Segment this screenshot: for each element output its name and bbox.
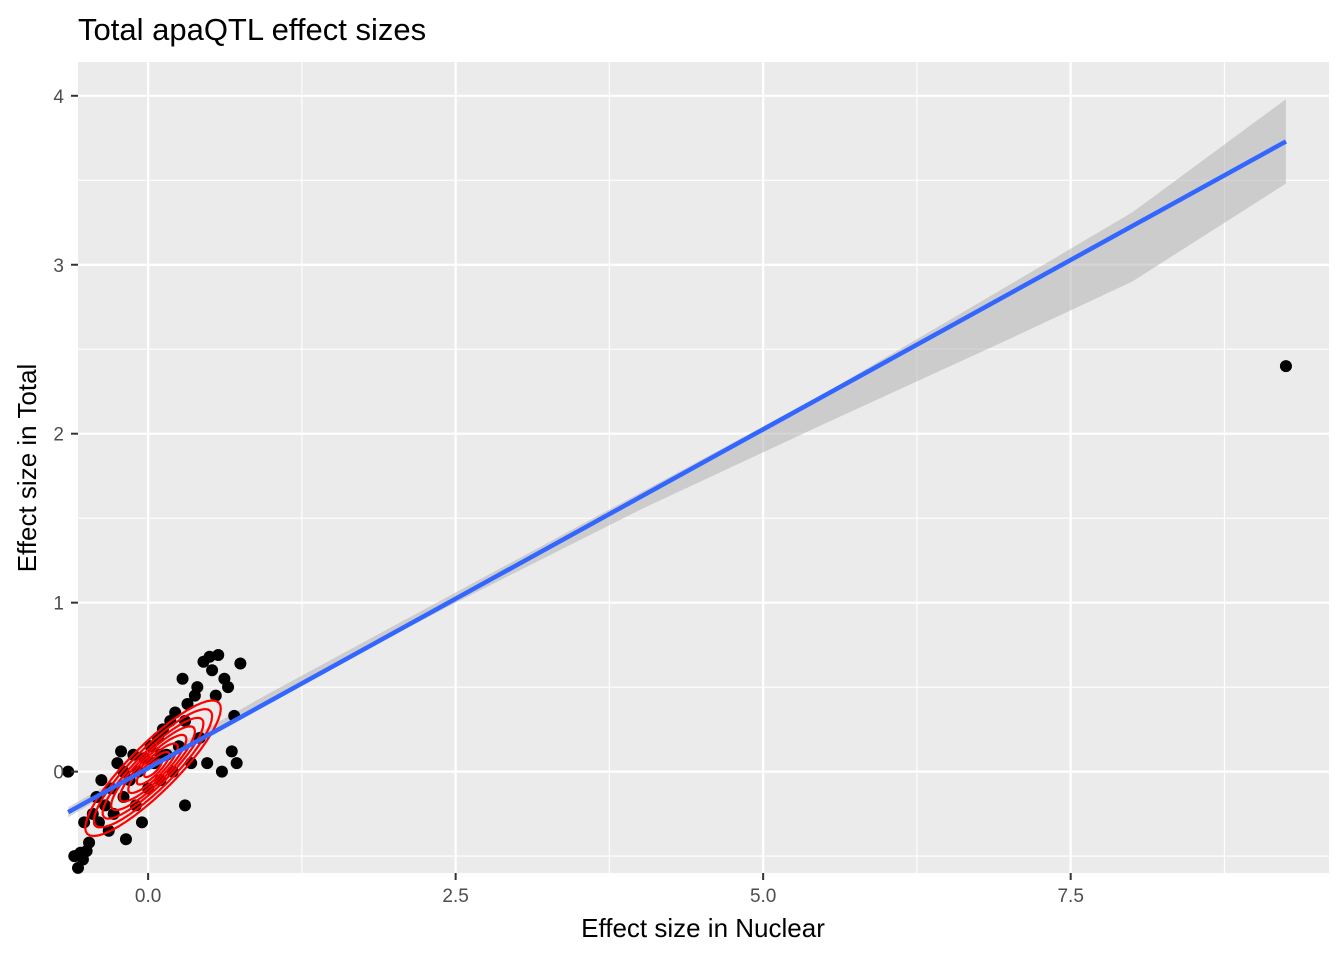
confidence-band-layer: [68, 99, 1286, 818]
chart-title: Total apaQTL effect sizes: [78, 12, 426, 47]
y-tick-label: 0: [53, 763, 64, 784]
x-tick-label: 2.5: [442, 886, 468, 907]
density-contour: [84, 699, 222, 838]
data-point: [181, 698, 194, 711]
density-contour: [118, 733, 188, 803]
data-point: [119, 833, 132, 846]
density-contour: [143, 758, 163, 779]
data-point: [206, 664, 219, 677]
x-tick-label: 7.5: [1057, 886, 1083, 907]
fit-line-layer: [67, 139, 1288, 815]
y-tick-label: 1: [53, 594, 64, 615]
density-contour: [135, 750, 171, 786]
data-point: [191, 681, 204, 694]
y-tick-label: 2: [53, 425, 64, 446]
density-contour: [110, 725, 197, 812]
y-tick-label: 3: [53, 256, 64, 277]
x-axis-title: Effect size in Nuclear: [581, 913, 825, 943]
density-contour: [101, 716, 205, 820]
data-point: [95, 774, 108, 787]
density-contour: [92, 707, 214, 829]
data-point: [230, 757, 243, 770]
density-contour: [127, 742, 179, 795]
data-point: [225, 745, 238, 758]
y-tick-label: 4: [53, 87, 64, 108]
data-point: [135, 816, 148, 829]
x-tick-label: 5.0: [750, 886, 776, 907]
data-point: [222, 681, 235, 694]
data-point: [62, 765, 75, 778]
density-contours-layer: [84, 699, 222, 838]
data-point: [201, 757, 214, 770]
data-point: [179, 799, 192, 812]
data-point: [176, 672, 189, 685]
regression-line: [67, 139, 1288, 815]
data-point: [212, 649, 225, 662]
data-point: [209, 689, 222, 702]
x-tick-label: 0.0: [135, 886, 161, 907]
data-point: [115, 745, 128, 758]
data-point: [1279, 360, 1292, 373]
data-point: [111, 757, 124, 770]
data-point: [83, 836, 96, 849]
data-point: [169, 706, 182, 719]
y-axis-title: Effect size in Total: [12, 364, 42, 573]
confidence-band: [68, 99, 1286, 818]
axes: 0.0 2.5 5.0 7.5 0 1 2 3 4: [53, 87, 1083, 907]
data-point: [215, 765, 228, 778]
data-point: [234, 657, 247, 670]
